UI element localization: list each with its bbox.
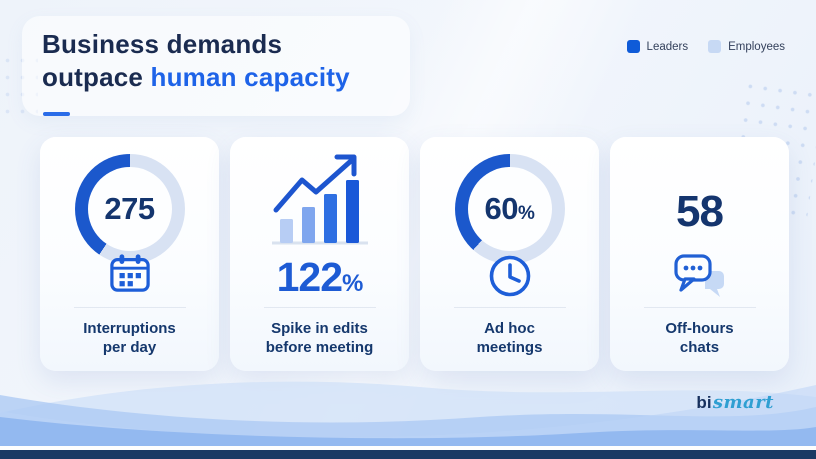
legend: Leaders Employees [626,40,785,53]
legend-item-employees: Employees [708,40,785,53]
page-title: Business demands outpace human capacity [42,28,350,94]
donut-chart-interruptions: 275 [74,154,185,264]
bismart-logo: bi smart [696,392,774,413]
stat-card-offhours-chats: 58 Off-hours chats [610,137,789,371]
stat-label: Spike in edits before meeting [265,320,374,356]
stat-label: Off-hours chats [665,320,734,356]
legend-label: Employees [728,40,785,53]
card-divider [453,307,566,308]
stat-value: 58 [676,187,724,236]
stat-card-edit-spike: 122% Spike in edits before meeting [230,137,409,371]
chat-icon [673,253,727,304]
donut-chart-meetings: 60% [454,154,565,264]
stat-value: 275 [104,191,155,226]
title-line1: Business demands [42,29,283,59]
bar-growth-icon [262,152,378,254]
wave-decoration [0,381,816,447]
stat-card-interruptions: 275 Interruptions per day [40,137,219,371]
leaders-swatch [626,40,640,53]
stat-card-adhoc-meetings: 60% Ad hoc meetings [420,137,599,371]
logo-suffix: smart [712,392,774,413]
stat-value: 122% [276,254,364,300]
calendar-icon [109,253,151,298]
card-divider [73,307,186,308]
title-underline [43,112,70,116]
card-divider [263,307,376,308]
stat-label: Ad hoc meetings [476,320,543,356]
header-panel [22,16,410,116]
stat-label: Interruptions per day [83,320,176,356]
logo-prefix: bi [696,393,712,412]
legend-item-leaders: Leaders [626,40,689,53]
clock-icon [487,253,533,304]
legend-label: Leaders [646,40,689,53]
footer-white-gap [0,446,816,450]
title-highlight: human capacity [150,62,350,92]
card-divider [643,307,756,308]
footer-navy-bar [0,450,816,459]
employees-swatch [708,40,722,53]
stat-value: 60% [484,191,535,226]
title-line2: outpace human capacity [42,62,350,92]
